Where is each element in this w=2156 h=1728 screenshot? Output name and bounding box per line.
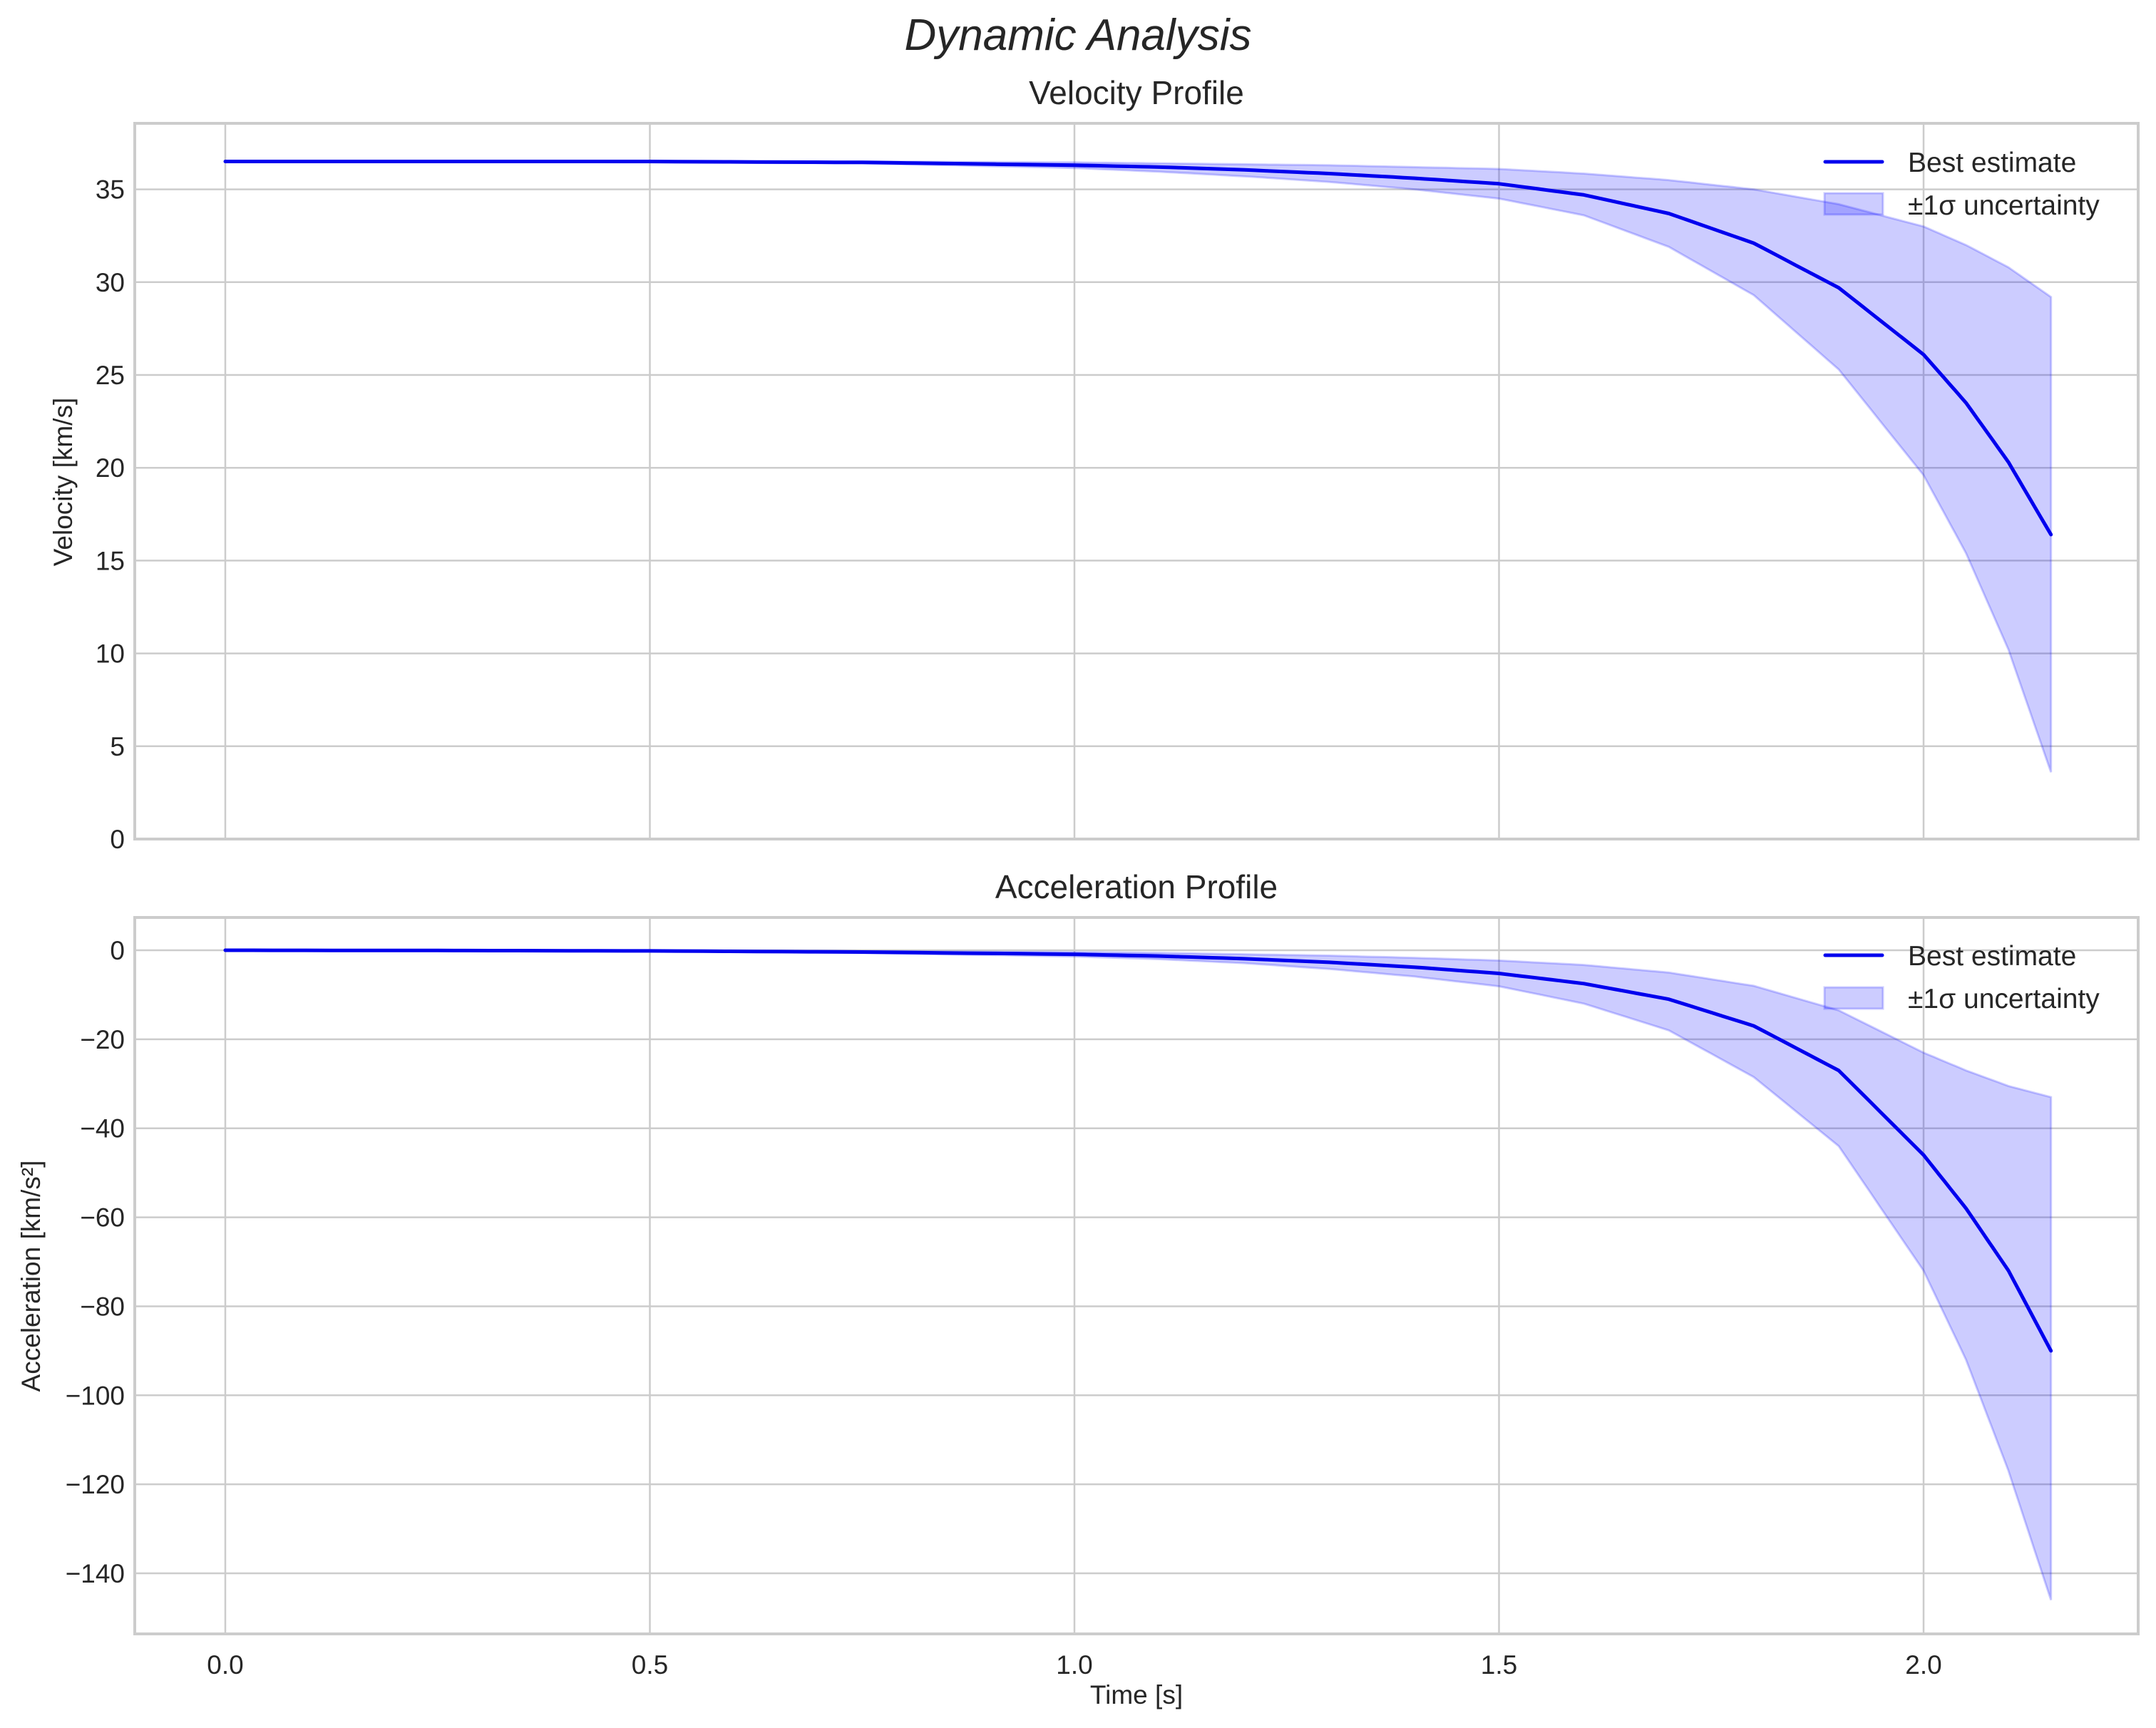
y-tick-label: 30 [96,268,125,297]
velocity-axes-frame [133,122,2140,840]
velocity-legend: Best estimate ±1σ uncertainty [1823,148,2100,221]
acceleration-panel: Acceleration Profile 0 −20 −40 −60 −80 −100 −1… [16,868,2140,1709]
y-tick-label: −100 [66,1381,125,1410]
acceleration-uncertainty-band [225,949,2053,1600]
y-tick-label: 15 [96,546,125,575]
x-tick-label: 1.5 [1481,1650,1517,1680]
velocity-grid [135,123,2138,840]
legend-band-swatch-icon [1823,192,1884,216]
velocity-uncertainty-band [225,160,2053,773]
legend-band-swatch-icon [1823,986,1884,1010]
acceleration-y-axis-label: Acceleration [km/s²] [16,1161,46,1392]
y-tick-label: 25 [96,361,125,390]
figure-title: Dynamic Analysis [905,11,1252,60]
y-tick-label: −20 [80,1025,125,1054]
y-tick-label: 20 [96,453,125,483]
x-tick-label: 0.0 [207,1650,243,1680]
x-ticks: 0.0 0.5 1.0 1.5 2.0 [207,1650,1941,1680]
velocity-y-ticks: 0 5 10 15 20 25 30 35 [96,175,125,854]
y-tick-label: −60 [80,1203,125,1233]
acceleration-axes-frame [133,916,2140,1635]
x-axis-label: Time [s] [1090,1680,1183,1709]
acceleration-panel-title: Acceleration Profile [995,868,1278,905]
acceleration-best-estimate-line [223,948,2053,1353]
acceleration-legend: Best estimate ±1σ uncertainty [1823,941,2100,1014]
y-tick-label: 0 [110,936,125,965]
velocity-legend-uncertainty: ±1σ uncertainty [1908,190,2100,221]
y-tick-label: 0 [110,825,125,854]
uncertainty-band-area [225,949,2053,1600]
acceleration-y-ticks: 0 −20 −40 −60 −80 −100 −120 −140 [66,936,125,1588]
y-tick-label: 35 [96,175,125,205]
y-tick-label: −40 [80,1114,125,1143]
velocity-legend-best-estimate: Best estimate [1908,148,2076,178]
velocity-panel-title: Velocity Profile [1029,74,1244,111]
y-tick-label: −120 [66,1470,125,1499]
velocity-panel: Velocity Profile 0 5 10 15 20 25 30 35 Velocity… [48,74,2140,854]
x-tick-label: 2.0 [1905,1650,1941,1680]
best-estimate-path [223,160,2053,537]
velocity-y-axis-label: Velocity [km/s] [48,398,78,566]
velocity-best-estimate-line [223,160,2053,537]
y-tick-label: 5 [110,732,125,761]
acceleration-legend-best-estimate: Best estimate [1908,941,2076,972]
x-tick-label: 1.0 [1056,1650,1092,1680]
best-estimate-path [223,948,2053,1353]
y-tick-label: 10 [96,639,125,669]
acceleration-legend-uncertainty: ±1σ uncertainty [1908,984,2100,1014]
y-tick-label: −80 [80,1292,125,1321]
x-tick-label: 0.5 [632,1650,668,1680]
y-tick-label: −140 [66,1559,125,1588]
uncertainty-band-area [225,160,2053,773]
